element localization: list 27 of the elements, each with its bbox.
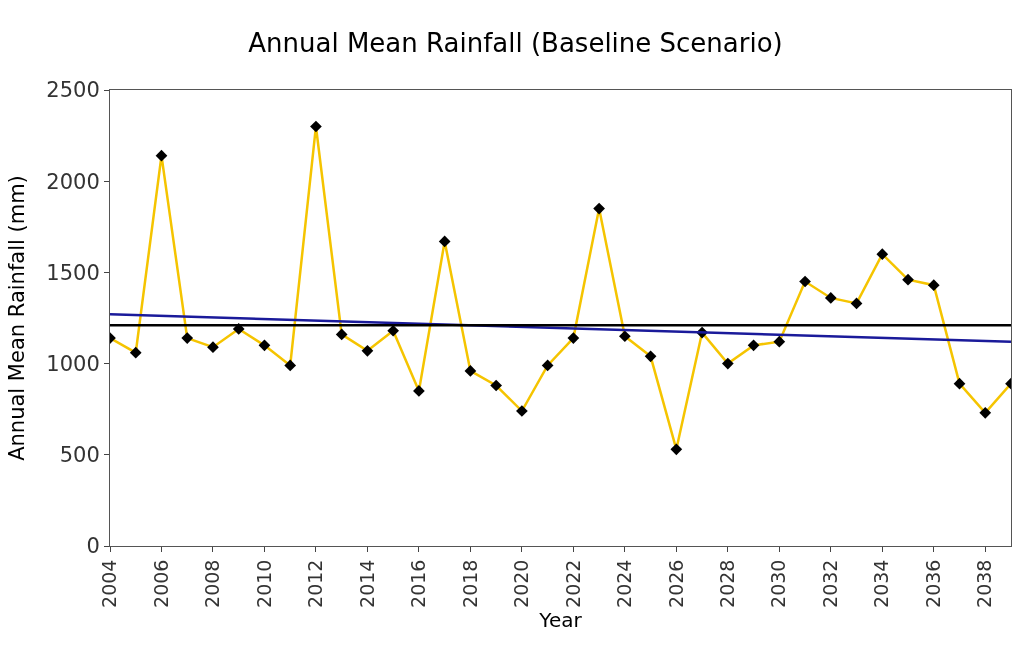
x-tick-label: 2016 [407, 559, 430, 608]
x-tick-label: 2038 [973, 559, 996, 608]
y-tick-label: 1000 [46, 351, 100, 376]
x-tick-label: 2028 [716, 559, 739, 608]
x-tick-label: 2022 [561, 559, 584, 608]
x-tick-label: 2014 [355, 559, 378, 608]
y-axis-title: Annual Mean Rainfall (mm) [5, 175, 30, 461]
x-tick-label: 2008 [201, 559, 224, 608]
x-tick-label: 2018 [458, 559, 481, 608]
x-tick-label: 2010 [252, 559, 275, 608]
x-tick-label: 2034 [870, 559, 893, 608]
x-tick-label: 2006 [149, 559, 172, 608]
x-tick-label: 2004 [98, 559, 121, 608]
chart-title: Annual Mean Rainfall (Baseline Scenario) [248, 27, 783, 58]
x-tick-label: 2026 [664, 559, 687, 608]
x-tick-label: 2020 [510, 559, 533, 608]
x-axis-title: Year [538, 607, 583, 632]
y-tick-label: 1500 [46, 260, 100, 285]
y-tick-label: 2000 [46, 169, 100, 194]
y-tick-label: 2500 [46, 78, 100, 103]
y-tick-label: 0 [86, 534, 100, 559]
y-tick-label: 500 [59, 443, 100, 468]
x-tick-label: 2024 [613, 559, 636, 608]
x-tick-label: 2036 [921, 559, 944, 608]
x-tick-label: 2032 [818, 559, 841, 608]
x-tick-label: 2012 [304, 559, 327, 608]
x-tick-label: 2030 [767, 559, 790, 608]
